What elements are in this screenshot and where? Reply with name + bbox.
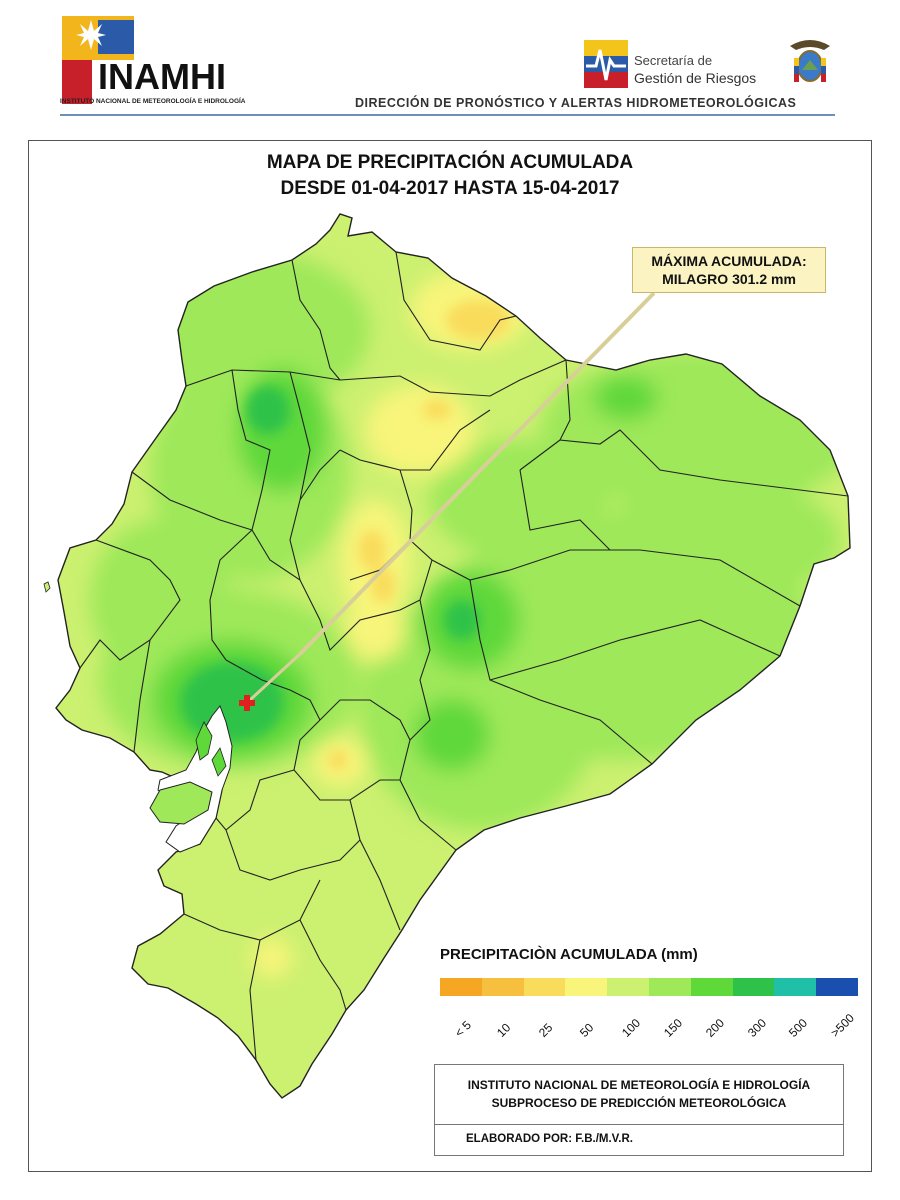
- max-callout: MÁXIMA ACUMULADA: MILAGRO 301.2 mm: [632, 247, 826, 293]
- legend-swatch: [481, 978, 524, 996]
- callout-leader: [248, 291, 656, 702]
- legend-swatch: [565, 978, 608, 996]
- legend-swatch: [690, 978, 733, 996]
- legend-title: PRECIPITACIÒN ACUMULADA (mm): [440, 946, 698, 963]
- header-rule: [60, 114, 835, 116]
- gulf-of-guayaquil: [149, 705, 233, 853]
- map-title: MAPA DE PRECIPITACIÓN ACUMULADA: [266, 152, 634, 173]
- partner-line-1: Secretaría de: [634, 53, 713, 68]
- credit-line: ELABORADO POR: F.B./M.V.R.: [466, 1133, 633, 1145]
- header: INAMHI INSTITUTO NACIONAL DE METEOROLOGÍ…: [0, 0, 900, 125]
- logo-word: INAMHI: [98, 56, 226, 97]
- island: [43, 581, 51, 593]
- legend-color-bar: [440, 978, 858, 996]
- legend-swatch: [774, 978, 817, 996]
- department-title: DIRECCIÓN DE PRONÓSTICO Y ALERTAS HIDROM…: [355, 96, 797, 110]
- coat-of-arms-icon: [790, 40, 830, 82]
- legend-swatch: [607, 978, 649, 996]
- partner-line-2: Gestión de Riesgos: [634, 70, 757, 86]
- institute-divider: [434, 1124, 844, 1125]
- institute-name: INSTITUTO NACIONAL DE METEOROLOGÍA E HID…: [467, 1078, 811, 1092]
- institute-subprocess: SUBPROCESO DE PREDICCIÓN METEOROLÓGICA: [491, 1096, 787, 1110]
- institute-box: [434, 1064, 844, 1156]
- legend-swatch: [523, 978, 566, 996]
- map-frame: [28, 140, 872, 1172]
- legend-swatch: [816, 978, 858, 996]
- logo-subtitle: INSTITUTO NACIONAL DE METEOROLOGÍA E HID…: [60, 98, 246, 105]
- legend-swatch: [440, 978, 482, 996]
- red-cross-icon: [239, 695, 255, 711]
- map-date-range: DESDE 01-04-2017 HASTA 15-04-2017: [280, 178, 620, 199]
- callout-value: MILAGRO 301.2 mm: [662, 271, 796, 287]
- legend-swatch: [648, 978, 691, 996]
- legend-swatch: [732, 978, 775, 996]
- callout-heading: MÁXIMA ACUMULADA:: [651, 253, 807, 269]
- inamhi-logo: [62, 16, 134, 104]
- gestion-riesgos-logo: [584, 40, 628, 88]
